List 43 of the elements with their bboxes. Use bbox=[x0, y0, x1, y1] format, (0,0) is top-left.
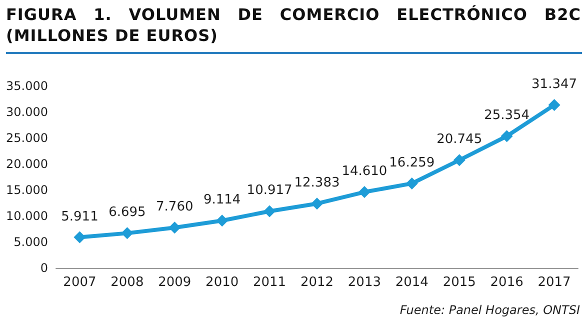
x-tick-label: 2007 bbox=[63, 275, 96, 290]
y-tick-label: 20.000 bbox=[6, 157, 48, 171]
point bbox=[311, 198, 323, 210]
data-label: 6.695 bbox=[108, 205, 146, 220]
y-tick-label: 5.000 bbox=[14, 235, 48, 249]
data-label: 5.911 bbox=[61, 209, 98, 224]
x-tick-label: 2015 bbox=[442, 275, 476, 290]
point bbox=[548, 98, 560, 111]
point bbox=[358, 186, 370, 198]
point bbox=[74, 231, 86, 244]
source-note: Fuente: Panel Hogares, ONTSI bbox=[400, 303, 580, 317]
y-tick-label: 35.000 bbox=[6, 79, 48, 93]
data-label: 10.917 bbox=[246, 183, 292, 198]
x-tick-label: 2010 bbox=[206, 275, 239, 290]
point bbox=[453, 154, 466, 166]
x-tick-label: 2016 bbox=[490, 275, 524, 290]
x-tick-label: 2008 bbox=[110, 275, 144, 290]
data-label: 16.259 bbox=[389, 155, 435, 170]
point bbox=[168, 222, 181, 234]
data-label: 12.383 bbox=[294, 176, 340, 191]
y-tick-label: 10.000 bbox=[6, 209, 48, 223]
point bbox=[500, 130, 513, 142]
data-label: 20.745 bbox=[436, 132, 482, 148]
data-label: 9.114 bbox=[203, 192, 241, 208]
point bbox=[406, 177, 418, 190]
y-tick-label: 15.000 bbox=[6, 183, 48, 197]
y-tick-label: 0 bbox=[40, 261, 48, 275]
data-label: 14.610 bbox=[342, 164, 388, 180]
y-tick-label: 25.000 bbox=[6, 131, 48, 145]
data-label: 25.354 bbox=[484, 108, 530, 124]
x-tick-label: 2017 bbox=[538, 275, 571, 290]
x-tick-label: 2009 bbox=[158, 275, 192, 290]
x-tick-label: 2012 bbox=[300, 275, 334, 290]
point bbox=[216, 214, 228, 227]
point bbox=[121, 227, 134, 240]
y-tick-label: 30.000 bbox=[6, 105, 48, 119]
x-tick-label: 2013 bbox=[348, 275, 381, 290]
x-tick-label: 2011 bbox=[253, 275, 286, 290]
x-tick-label: 2014 bbox=[395, 275, 428, 290]
data-label: 7.760 bbox=[156, 200, 194, 215]
chart-title: FIGURA 1. VOLUMEN DE COMERCIO ELECTRÓNICO B2C (MILLONES DE EUROS) bbox=[6, 4, 581, 46]
point bbox=[264, 205, 276, 218]
data-label: 31.347 bbox=[532, 76, 578, 92]
